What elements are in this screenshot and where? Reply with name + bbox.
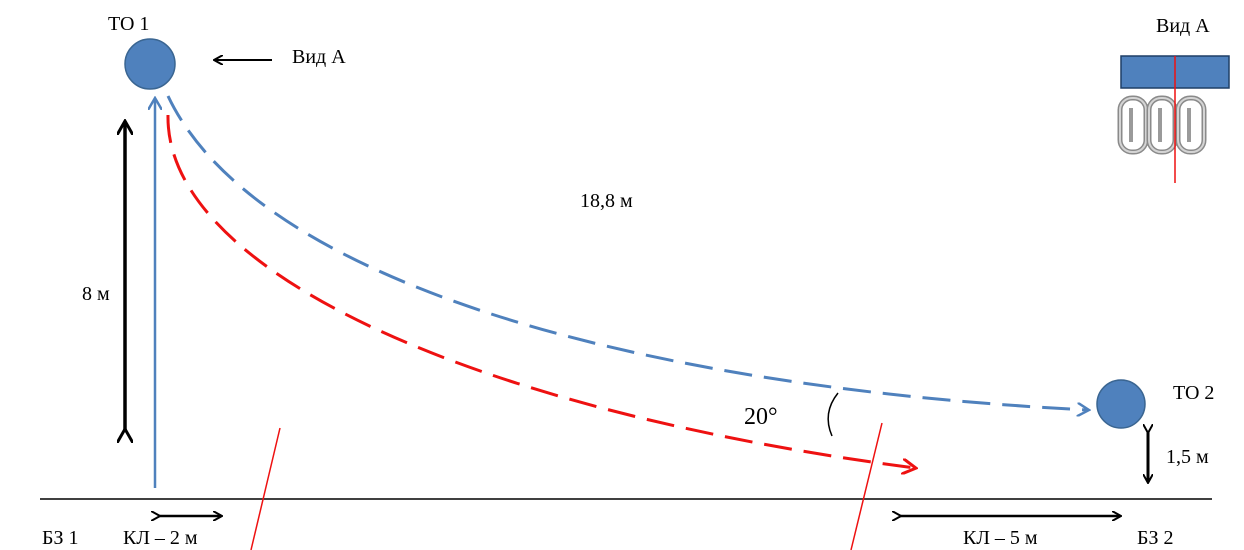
view-a-pointer-label: Вид А bbox=[292, 46, 346, 68]
bz2-label: БЗ 2 bbox=[1137, 527, 1174, 549]
red-marker-line-right bbox=[850, 422, 883, 550]
carabiner-icon bbox=[1117, 95, 1207, 155]
kl-left-label: КЛ – 2 м bbox=[123, 527, 198, 549]
view-a-inset-label: Вид А bbox=[1156, 15, 1210, 37]
to1-label: ТО 1 bbox=[108, 13, 149, 35]
blue-dashed-traverse bbox=[166, 95, 1088, 410]
angle-arc bbox=[827, 392, 839, 437]
to2-height-label: 1,5 м bbox=[1166, 446, 1209, 468]
to1-anchor-node bbox=[124, 38, 176, 90]
distance-label: 18,8 м bbox=[580, 190, 633, 212]
kl-right-label: КЛ – 5 м bbox=[963, 527, 1038, 549]
red-marker-line-left bbox=[250, 427, 281, 550]
angle-label: 20° bbox=[744, 404, 778, 430]
to2-label: ТО 2 bbox=[1173, 382, 1214, 404]
to2-anchor-node bbox=[1096, 379, 1146, 429]
bz1-label: БЗ 1 bbox=[42, 527, 79, 549]
height-label: 8 м bbox=[82, 283, 110, 305]
red-dashed-traverse bbox=[166, 114, 915, 468]
